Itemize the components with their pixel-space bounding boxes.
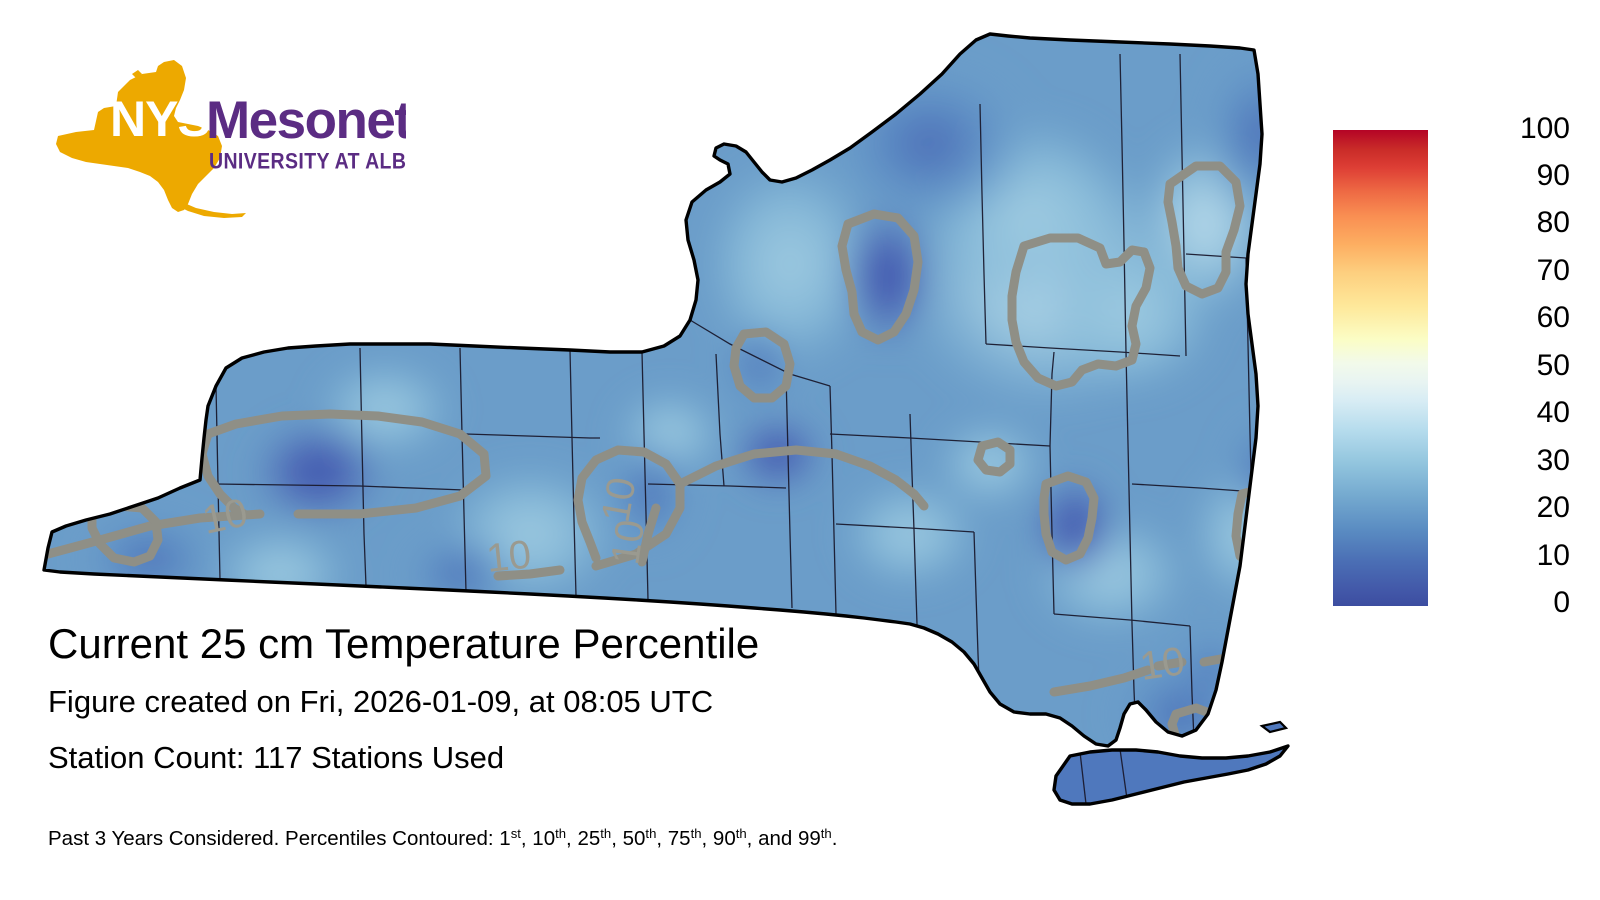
logo-tagline-text: UNIVERSITY AT ALBANY (209, 149, 406, 173)
colorbar-tick-60: 60 (1536, 301, 1570, 334)
contour-line-southern-tier-b (637, 503, 661, 567)
colorbar-tick-80: 80 (1536, 206, 1570, 239)
colorbar-tick-0: 0 (1553, 586, 1570, 619)
station-count-text: Station Count: 117 Stations Used (48, 739, 505, 775)
figure-title: Current 25 cm Temperature Percentile (48, 620, 760, 667)
colorbar-tick-70: 70 (1536, 254, 1570, 287)
new-york-state-percentile-map: 10 10 10 10 10 (30, 14, 1300, 874)
logo-mesonet-text: Mesonet (206, 91, 406, 150)
colorbar-gradient (1333, 130, 1428, 606)
state-outline-fishers-island (1259, 720, 1289, 734)
contour-label-10-central: 10 (603, 517, 653, 567)
colorbar-tick-10: 10 (1536, 539, 1570, 572)
nys-mesonet-logo: NYS Mesonet UNIVERSITY AT ALBANY (46, 52, 406, 222)
state-outline-mainland (42, 32, 1264, 748)
colorbar-tick-20: 20 (1536, 491, 1570, 524)
contour-label-10-southwest: 10 (484, 533, 533, 581)
colorbar-tick-50: 50 (1536, 349, 1570, 382)
contour-line-southern-tier-a (493, 565, 565, 581)
contour-label-10-west: 10 (199, 491, 252, 543)
colorbar-tick-90: 90 (1536, 159, 1570, 192)
colorbar-tick-100: 100 (1519, 112, 1570, 145)
contour-label-10-finger-lakes: 10 (594, 474, 645, 525)
long-island-fill (1054, 746, 1288, 804)
colorbar-tick-30: 30 (1536, 444, 1570, 477)
caption-block: Current 25 cm Temperature Percentile Fig… (48, 620, 1048, 778)
percentile-colorbar: 100 90 80 70 60 50 40 30 20 10 0 (1333, 114, 1593, 618)
state-outline-long-island (1052, 744, 1290, 806)
figure-created-text: Figure created on Fri, 2026-01-09, at 08… (48, 684, 714, 720)
contour-line-west-label-gap (44, 509, 265, 559)
logo-nys-text: NYS (110, 91, 210, 147)
percentile-contour-lines (44, 161, 1262, 746)
logo-state-silhouette (56, 60, 246, 218)
contour-line-hudson-valley-a (1153, 657, 1187, 671)
colorbar-tick-40: 40 (1536, 396, 1570, 429)
contour-levels-footnote: Past 3 Years Considered. Percentiles Con… (48, 826, 838, 850)
contour-label-10-hudson: 10 (1137, 639, 1187, 689)
contour-labels: 10 10 10 10 10 (199, 474, 1188, 689)
colorbar-tick-labels: 100 90 80 70 60 50 40 30 20 10 0 (1438, 114, 1588, 618)
